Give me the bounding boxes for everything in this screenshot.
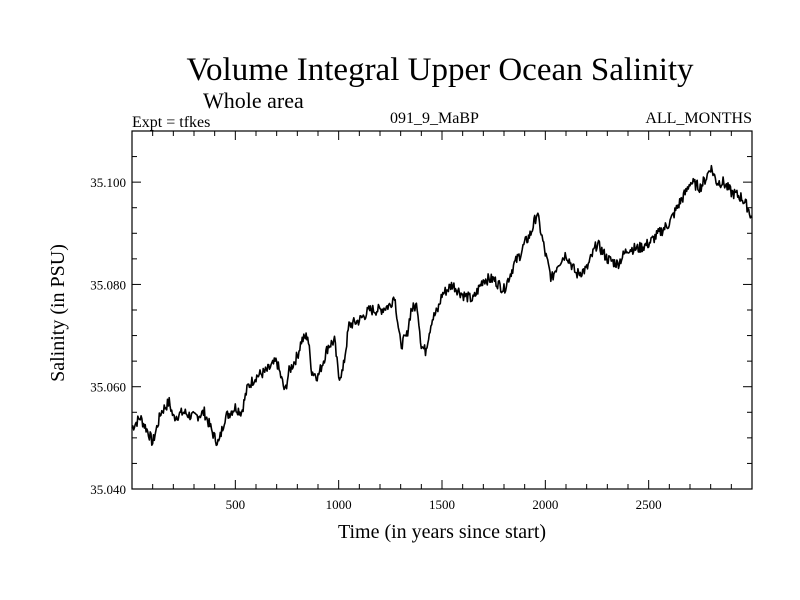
y-tick-label: 35.060 bbox=[90, 380, 126, 395]
x-axis-title: Time (in years since start) bbox=[338, 521, 546, 543]
axis-tick-labels: 500 1000 1500 2000 2500 35.040 35.060 35.080 35.… bbox=[90, 175, 661, 512]
x-tick-label: 2500 bbox=[636, 497, 662, 512]
y-axis-title: Salinity (in PSU) bbox=[47, 244, 69, 382]
x-tick-label: 1000 bbox=[326, 497, 352, 512]
period-label: ALL_MONTHS bbox=[645, 110, 752, 127]
x-tick-label: 2000 bbox=[532, 497, 558, 512]
expt-label: Expt = tfkes bbox=[132, 114, 211, 131]
series-line bbox=[131, 164, 753, 447]
y-tick-label: 35.040 bbox=[90, 482, 126, 497]
chart-subtitle: Whole area bbox=[203, 88, 304, 113]
x-tick-label: 500 bbox=[226, 497, 246, 512]
x-tick-label: 1500 bbox=[429, 497, 455, 512]
chart-title: Volume Integral Upper Ocean Salinity bbox=[186, 52, 694, 88]
plot-frame bbox=[131, 130, 753, 490]
run-id-label: 091_9_MaBP bbox=[390, 110, 479, 127]
y-tick-label: 35.080 bbox=[90, 277, 126, 292]
axis-ticks bbox=[132, 131, 752, 490]
y-tick-label: 35.100 bbox=[90, 175, 126, 190]
